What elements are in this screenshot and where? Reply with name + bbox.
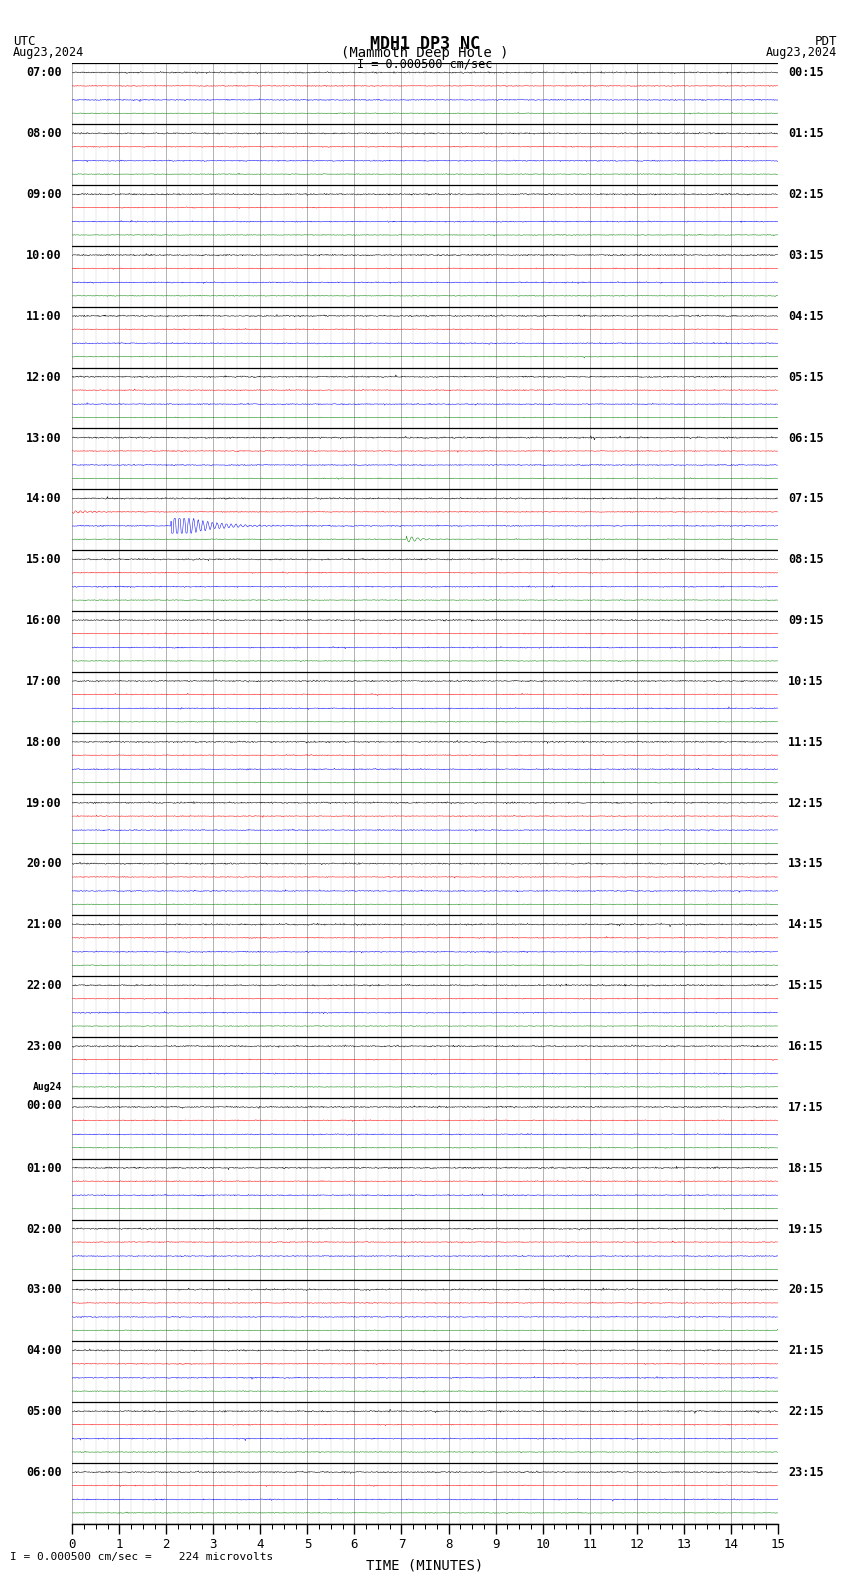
Text: 17:15: 17:15 [788, 1101, 824, 1114]
Text: 03:15: 03:15 [788, 249, 824, 261]
Text: 01:15: 01:15 [788, 127, 824, 141]
Text: UTC: UTC [13, 35, 35, 48]
Text: 10:15: 10:15 [788, 675, 824, 687]
Text: 17:00: 17:00 [26, 675, 62, 687]
Text: I = 0.000500 cm/sec =    224 microvolts: I = 0.000500 cm/sec = 224 microvolts [10, 1552, 274, 1562]
Text: 20:00: 20:00 [26, 857, 62, 871]
Text: Aug23,2024: Aug23,2024 [13, 46, 84, 59]
Text: 08:00: 08:00 [26, 127, 62, 141]
Text: (Mammoth Deep Hole ): (Mammoth Deep Hole ) [341, 46, 509, 60]
Text: 15:15: 15:15 [788, 979, 824, 992]
X-axis label: TIME (MINUTES): TIME (MINUTES) [366, 1559, 484, 1573]
Text: 05:15: 05:15 [788, 371, 824, 383]
Text: 22:15: 22:15 [788, 1405, 824, 1418]
Text: 19:00: 19:00 [26, 797, 62, 809]
Text: 18:00: 18:00 [26, 737, 62, 749]
Text: 06:00: 06:00 [26, 1467, 62, 1479]
Text: 09:15: 09:15 [788, 615, 824, 627]
Text: 13:00: 13:00 [26, 431, 62, 445]
Text: 02:15: 02:15 [788, 188, 824, 201]
Text: 03:00: 03:00 [26, 1283, 62, 1296]
Text: 23:00: 23:00 [26, 1041, 62, 1053]
Text: 10:00: 10:00 [26, 249, 62, 261]
Text: 19:15: 19:15 [788, 1223, 824, 1236]
Text: 21:00: 21:00 [26, 919, 62, 931]
Text: 11:15: 11:15 [788, 737, 824, 749]
Text: 08:15: 08:15 [788, 553, 824, 565]
Text: 00:15: 00:15 [788, 67, 824, 79]
Text: 04:00: 04:00 [26, 1345, 62, 1357]
Text: 18:15: 18:15 [788, 1161, 824, 1175]
Text: 16:15: 16:15 [788, 1041, 824, 1053]
Text: 12:15: 12:15 [788, 797, 824, 809]
Text: 12:00: 12:00 [26, 371, 62, 383]
Text: 11:00: 11:00 [26, 310, 62, 323]
Text: 16:00: 16:00 [26, 615, 62, 627]
Text: 14:00: 14:00 [26, 493, 62, 505]
Text: 07:00: 07:00 [26, 67, 62, 79]
Text: 09:00: 09:00 [26, 188, 62, 201]
Text: 23:15: 23:15 [788, 1467, 824, 1479]
Text: 00:00: 00:00 [26, 1099, 62, 1112]
Text: MDH1 DP3 NC: MDH1 DP3 NC [370, 35, 480, 52]
Text: PDT: PDT [815, 35, 837, 48]
Text: Aug24: Aug24 [32, 1082, 62, 1091]
Text: 20:15: 20:15 [788, 1283, 824, 1296]
Text: 04:15: 04:15 [788, 310, 824, 323]
Text: I = 0.000500 cm/sec: I = 0.000500 cm/sec [357, 57, 493, 70]
Text: 15:00: 15:00 [26, 553, 62, 565]
Text: 02:00: 02:00 [26, 1223, 62, 1236]
Text: Aug23,2024: Aug23,2024 [766, 46, 837, 59]
Text: 21:15: 21:15 [788, 1345, 824, 1357]
Text: 07:15: 07:15 [788, 493, 824, 505]
Text: 13:15: 13:15 [788, 857, 824, 871]
Text: 14:15: 14:15 [788, 919, 824, 931]
Text: 22:00: 22:00 [26, 979, 62, 992]
Text: 06:15: 06:15 [788, 431, 824, 445]
Text: 05:00: 05:00 [26, 1405, 62, 1418]
Text: 01:00: 01:00 [26, 1161, 62, 1175]
